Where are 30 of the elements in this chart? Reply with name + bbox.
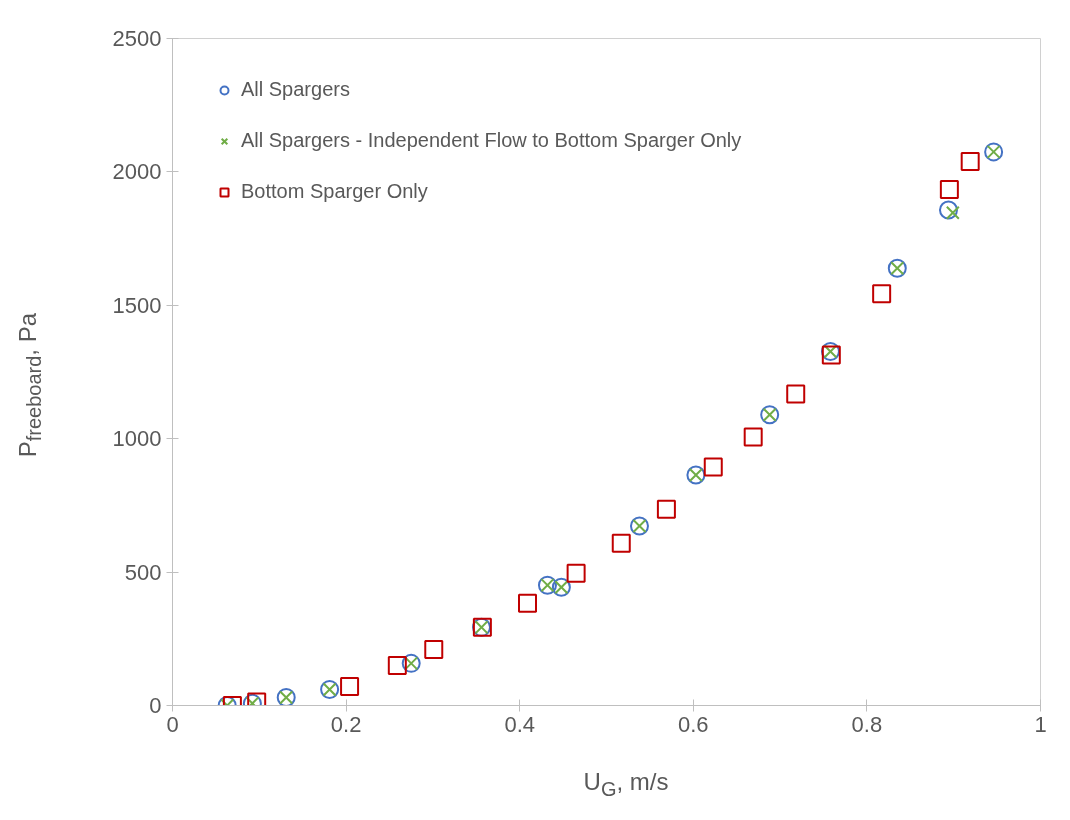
point — [939, 180, 959, 200]
x-tick-label: 0 — [166, 711, 179, 737]
legend-label: All Spargers - Independent Flow to Bottom Sparger Only — [241, 129, 742, 152]
y-tick-label: 0 — [149, 693, 162, 718]
point — [872, 284, 892, 304]
point — [743, 427, 763, 447]
y-tick-label: 1000 — [112, 426, 162, 452]
point — [340, 677, 360, 697]
point — [938, 200, 958, 220]
point — [786, 384, 806, 404]
point — [656, 499, 676, 519]
x-tick-label: 0.6 — [678, 711, 709, 737]
point — [387, 655, 407, 675]
x-tick-label: 1 — [1034, 711, 1047, 737]
legend-label: All Spargers — [241, 78, 350, 101]
y-tick-label: 1500 — [112, 292, 162, 318]
x-tick-label: 0.4 — [504, 711, 535, 737]
point — [703, 457, 723, 477]
x-tick-label: 0.8 — [851, 711, 883, 737]
point — [566, 563, 586, 583]
point — [424, 639, 444, 659]
y-tick-label: 2500 — [112, 26, 162, 51]
point — [960, 151, 980, 171]
legend-label: Bottom Sparger Only — [241, 180, 428, 203]
y-tick-label: 500 — [124, 559, 162, 585]
point — [518, 593, 538, 613]
y-tick-label: 2000 — [112, 159, 162, 185]
point — [611, 533, 631, 553]
x-axis-title: U$_{G}$, m/s — [583, 767, 669, 802]
x-tick-label: 0.2 — [330, 711, 362, 737]
